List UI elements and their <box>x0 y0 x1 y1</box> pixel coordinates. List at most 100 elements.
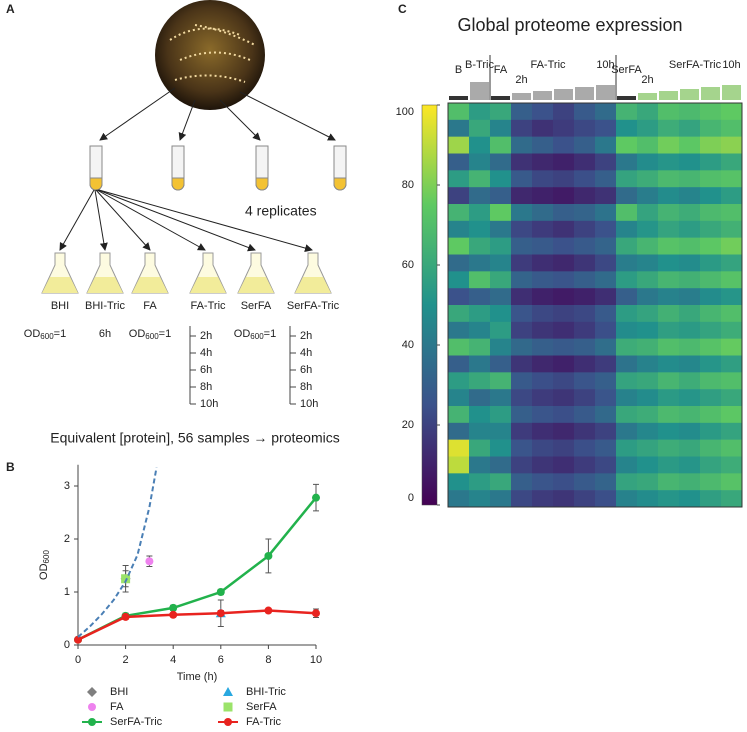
heatmap-cell <box>469 439 491 457</box>
marker <box>223 702 233 712</box>
heatmap-cell <box>700 204 722 222</box>
heatmap-cell <box>511 119 533 137</box>
heatmap-cell <box>700 170 722 188</box>
heatmap-cell <box>721 220 743 238</box>
heatmap-cell <box>595 153 617 171</box>
chart-title: Global proteome expression <box>457 15 682 35</box>
heatmap-cell <box>637 254 659 272</box>
heatmap-cell <box>637 305 659 323</box>
heatmap-cell <box>721 473 743 491</box>
heatmap-cell <box>721 389 743 407</box>
heatmap-cell <box>616 220 638 238</box>
time-label: 6h <box>99 328 111 340</box>
heatmap-cell <box>448 237 470 255</box>
tubes <box>89 145 347 191</box>
heatmap-cell <box>532 338 554 356</box>
heatmap-cell <box>574 187 596 205</box>
heatmap-cell <box>574 271 596 289</box>
heatmap-cell <box>511 422 533 440</box>
legend-label: SerFA <box>246 701 277 713</box>
heatmap-cell <box>616 355 638 373</box>
heatmap-cell <box>616 271 638 289</box>
heatmap-cell <box>574 136 596 154</box>
heatmap-cell <box>553 456 575 474</box>
heatmap-cell <box>658 305 680 323</box>
column-bar <box>512 93 531 100</box>
arrow <box>99 87 176 141</box>
heatmap-cell <box>595 490 617 508</box>
colorbar-tick-label: 20 <box>402 419 414 431</box>
heatmap-cell <box>511 490 533 508</box>
time-label: 4h <box>300 347 312 359</box>
flasks: BHI BHI-Tric FA FA-Tric SerFA SerFA-Tric <box>41 252 340 312</box>
heatmap-cell <box>658 271 680 289</box>
y-label-sub: 600 <box>42 550 51 564</box>
caption: Equivalent [protein], 56 samples → prote… <box>50 430 339 446</box>
heatmap-cell <box>658 321 680 339</box>
heatmap-cell <box>574 338 596 356</box>
heatmap-cell <box>553 355 575 373</box>
time-label: 10h <box>300 398 318 410</box>
od-text: =1 <box>264 328 277 340</box>
heatmap-cell <box>469 204 491 222</box>
arrow <box>98 189 313 252</box>
heatmap-cell <box>616 170 638 188</box>
heatmap-cell <box>721 187 743 205</box>
flask-liquid <box>238 277 274 293</box>
heatmap-cell <box>532 237 554 255</box>
condition-label: SerFA-Tric <box>287 300 340 312</box>
heatmap-cell <box>721 103 743 121</box>
heatmap-cell <box>595 103 617 121</box>
heatmap-cell <box>616 136 638 154</box>
heatmap-cell <box>637 271 659 289</box>
time-label: 2h <box>200 330 212 342</box>
heatmap-cell <box>658 456 680 474</box>
heatmap-cell <box>553 271 575 289</box>
heatmap-cell <box>595 220 617 238</box>
heatmap-cell <box>448 389 470 407</box>
heatmap-cell <box>490 355 512 373</box>
heatmap-cell <box>553 288 575 306</box>
series-line <box>77 467 158 638</box>
heatmap-cell <box>637 237 659 255</box>
column-bar <box>596 85 615 100</box>
heatmap-cell <box>469 271 491 289</box>
heatmap-cell <box>658 439 680 457</box>
arrow <box>178 99 196 141</box>
time-label: 10h <box>200 398 218 410</box>
heatmap-cell <box>616 439 638 457</box>
heatmap-cell <box>679 136 701 154</box>
heatmap-cell <box>700 153 722 171</box>
heatmap-cell <box>679 490 701 508</box>
heatmap-cell <box>553 439 575 457</box>
marker <box>88 718 96 726</box>
marker <box>145 557 154 566</box>
marker <box>312 609 320 618</box>
heatmap-cell <box>490 490 512 508</box>
heatmap-cell <box>637 355 659 373</box>
heatmap-cell <box>469 220 491 238</box>
heatmap-cell <box>490 119 512 137</box>
y-tick-label: 0 <box>64 639 70 651</box>
column-bar <box>491 96 510 100</box>
heatmap-cell <box>679 321 701 339</box>
arrow <box>59 189 95 251</box>
heatmap-cell <box>700 456 722 474</box>
column-bar <box>470 82 489 100</box>
column-label: SerFA <box>611 64 642 76</box>
heatmap-cell <box>532 187 554 205</box>
heatmap-cell <box>700 288 722 306</box>
column-bar <box>659 91 678 100</box>
heatmap-cell <box>448 406 470 424</box>
heatmap-cell <box>721 170 743 188</box>
x-tick-label: 0 <box>75 654 81 666</box>
heatmap-cell <box>721 422 743 440</box>
heatmap-cell <box>553 119 575 137</box>
heatmap-cell <box>469 187 491 205</box>
heatmap-cell <box>658 422 680 440</box>
heatmap-cell <box>595 271 617 289</box>
heatmap-cell <box>553 406 575 424</box>
heatmap-cell <box>448 170 470 188</box>
column-bar <box>638 93 657 100</box>
heatmap-cell <box>469 136 491 154</box>
